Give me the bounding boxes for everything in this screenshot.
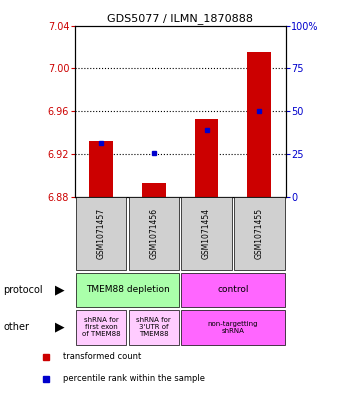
Text: ▶: ▶ (55, 283, 64, 296)
FancyBboxPatch shape (76, 197, 126, 270)
FancyBboxPatch shape (129, 197, 179, 270)
Text: shRNA for
first exon
of TMEM88: shRNA for first exon of TMEM88 (82, 317, 120, 337)
FancyBboxPatch shape (76, 310, 126, 345)
Bar (89, 141, 113, 196)
FancyBboxPatch shape (234, 197, 285, 270)
Text: GSM1071457: GSM1071457 (97, 208, 106, 259)
FancyBboxPatch shape (181, 197, 232, 270)
Text: GSM1071456: GSM1071456 (149, 208, 158, 259)
Bar (195, 119, 218, 196)
Text: GSM1071454: GSM1071454 (202, 208, 211, 259)
Text: transformed count: transformed count (64, 353, 142, 362)
Text: protocol: protocol (3, 285, 43, 295)
Text: TMEM88 depletion: TMEM88 depletion (86, 285, 169, 294)
Text: percentile rank within the sample: percentile rank within the sample (64, 374, 205, 383)
FancyBboxPatch shape (181, 273, 285, 307)
Text: other: other (3, 322, 29, 332)
Bar (142, 183, 166, 196)
Text: ▶: ▶ (55, 321, 64, 334)
Text: GSM1071455: GSM1071455 (255, 208, 264, 259)
Title: GDS5077 / ILMN_1870888: GDS5077 / ILMN_1870888 (107, 13, 253, 24)
Text: control: control (217, 285, 249, 294)
Text: non-targetting
shRNA: non-targetting shRNA (208, 321, 258, 334)
FancyBboxPatch shape (129, 310, 179, 345)
Bar (248, 52, 271, 196)
FancyBboxPatch shape (181, 310, 285, 345)
Text: shRNA for
3'UTR of
TMEM88: shRNA for 3'UTR of TMEM88 (136, 317, 171, 337)
FancyBboxPatch shape (76, 273, 179, 307)
